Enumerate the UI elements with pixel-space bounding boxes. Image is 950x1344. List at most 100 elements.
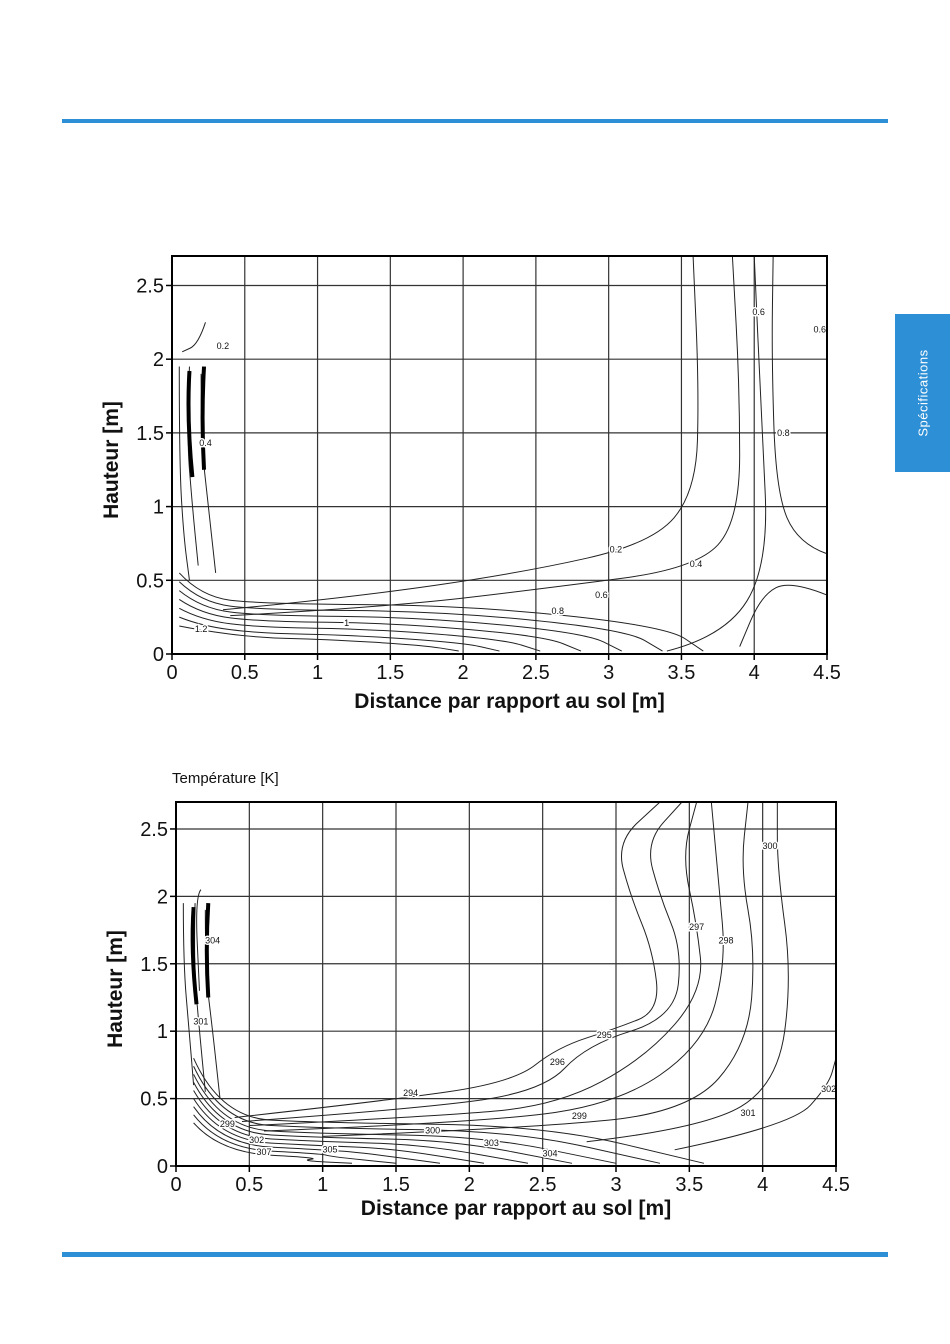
contour-line	[322, 801, 754, 1137]
contour-line	[263, 801, 724, 1132]
section-tab[interactable]: Spécifications	[895, 314, 950, 472]
contour-line	[674, 1058, 837, 1151]
contour-label: 300	[425, 1126, 440, 1136]
x-axis-label: Distance par rapport au sol [m]	[354, 690, 664, 713]
jet-core-line	[190, 907, 199, 1005]
y-tick-label: 1.5	[136, 423, 164, 445]
y-tick-label: 0	[153, 644, 164, 666]
y-tick-label: 1	[153, 497, 164, 519]
contour-label: 0.8	[551, 606, 564, 616]
jet-core-line	[204, 902, 211, 998]
y-axis-label: Hauteur [m]	[104, 930, 127, 1048]
contour-label: 307	[256, 1147, 271, 1157]
contour-label: 0.4	[690, 559, 703, 569]
x-tick-label: 2.5	[522, 662, 550, 684]
x-tick-label: 3.5	[675, 1174, 703, 1196]
contour-line	[193, 1090, 529, 1164]
contour-line	[666, 255, 767, 652]
contour-line	[179, 607, 541, 652]
x-tick-label: 4	[749, 662, 760, 684]
jet-core-line	[200, 366, 207, 470]
x-tick-label: 3	[610, 1174, 621, 1196]
contour-label: 1	[344, 618, 349, 628]
contour-label: 302	[249, 1135, 264, 1145]
x-tick-label: 2.5	[529, 1174, 557, 1196]
x-tick-label: 3	[603, 662, 614, 684]
y-tick-label: 0.5	[136, 570, 164, 592]
contour-label: 301	[740, 1108, 755, 1118]
contour-label: 299	[220, 1119, 235, 1129]
contour-line	[230, 255, 741, 617]
y-tick-label: 1.5	[140, 954, 168, 976]
y-tick-label: 0.5	[140, 1089, 168, 1111]
contour-line	[178, 366, 190, 581]
y-tick-label: 2.5	[136, 275, 164, 297]
x-tick-label: 4.5	[822, 1174, 850, 1196]
contour-label: 294	[403, 1088, 418, 1098]
x-tick-label: 0	[166, 662, 177, 684]
contour-label: 0.2	[610, 544, 623, 554]
contour-line	[179, 616, 500, 652]
x-tick-label: 2	[458, 662, 469, 684]
x-tick-label: 1.5	[376, 662, 404, 684]
x-tick-label: 4.5	[813, 662, 841, 684]
contour-label: 301	[193, 1016, 208, 1026]
contour-line	[178, 590, 622, 652]
contour-label: 305	[322, 1145, 337, 1155]
contour-line	[193, 1066, 661, 1164]
contour-line	[193, 1098, 485, 1164]
x-tick-label: 0	[170, 1174, 181, 1196]
x-tick-label: 1	[317, 1174, 328, 1196]
header-rule	[62, 119, 888, 123]
contour-label: 295	[597, 1030, 612, 1040]
contour-label: 303	[484, 1138, 499, 1148]
y-tick-label: 2	[153, 349, 164, 371]
contour-line	[178, 572, 704, 652]
x-axis-label: Distance par rapport au sol [m]	[361, 1197, 671, 1220]
contour-line	[179, 625, 459, 652]
y-tick-label: 2.5	[140, 819, 168, 841]
plot-frame	[171, 255, 828, 655]
contour-label: 0.4	[199, 438, 212, 448]
contour-label: 1.2	[195, 624, 208, 634]
contour-line	[178, 599, 582, 652]
x-tick-label: 0.5	[231, 662, 259, 684]
contour-label: 0.6	[595, 590, 608, 600]
temperature-contour-chart: 2942993003013033043053073022992952962972…	[104, 801, 850, 1220]
y-tick-label: 2	[157, 886, 168, 908]
velocity-contour-chart: 0.2 0.4 0.6 0.8 1 1.2 0.4 0.2 0.6 0.8 0.6 0 0.5 1 1.5 2…	[100, 255, 841, 713]
x-tick-label: 1.5	[382, 1174, 410, 1196]
x-tick-label: 4	[757, 1174, 768, 1196]
contour-label: 297	[689, 922, 704, 932]
contour-line	[234, 801, 661, 1118]
x-tick-label: 3.5	[668, 662, 696, 684]
contour-line	[193, 1114, 397, 1164]
contour-label: 0.6	[752, 307, 765, 317]
x-tick-label: 2	[464, 1174, 475, 1196]
x-tick-label: 1	[312, 662, 323, 684]
contour-line	[193, 1074, 617, 1164]
contour-line	[193, 1106, 441, 1164]
contour-line	[193, 1082, 573, 1164]
x-tick-label: 0.5	[235, 1174, 263, 1196]
footer-rule	[62, 1252, 888, 1257]
chart2-title: Température [K]	[172, 770, 279, 787]
contour-line	[193, 1122, 353, 1164]
contour-line	[196, 889, 202, 991]
contour-label: 304	[205, 936, 220, 946]
contour-label: 298	[718, 936, 733, 946]
contour-line	[222, 255, 699, 611]
contour-line	[771, 255, 828, 555]
y-tick-label: 1	[157, 1021, 168, 1043]
contour-line	[739, 584, 828, 647]
contour-label: 304	[542, 1149, 557, 1159]
contour-line	[178, 581, 663, 652]
contour-line	[241, 801, 683, 1123]
y-tick-label: 0	[157, 1156, 168, 1178]
jet-core-line	[186, 370, 195, 478]
contour-label: 302	[821, 1084, 836, 1094]
contour-line	[249, 801, 702, 1127]
contour-label: 299	[572, 1111, 587, 1121]
y-axis-label: Hauteur [m]	[100, 401, 123, 519]
contour-line	[586, 802, 789, 1143]
